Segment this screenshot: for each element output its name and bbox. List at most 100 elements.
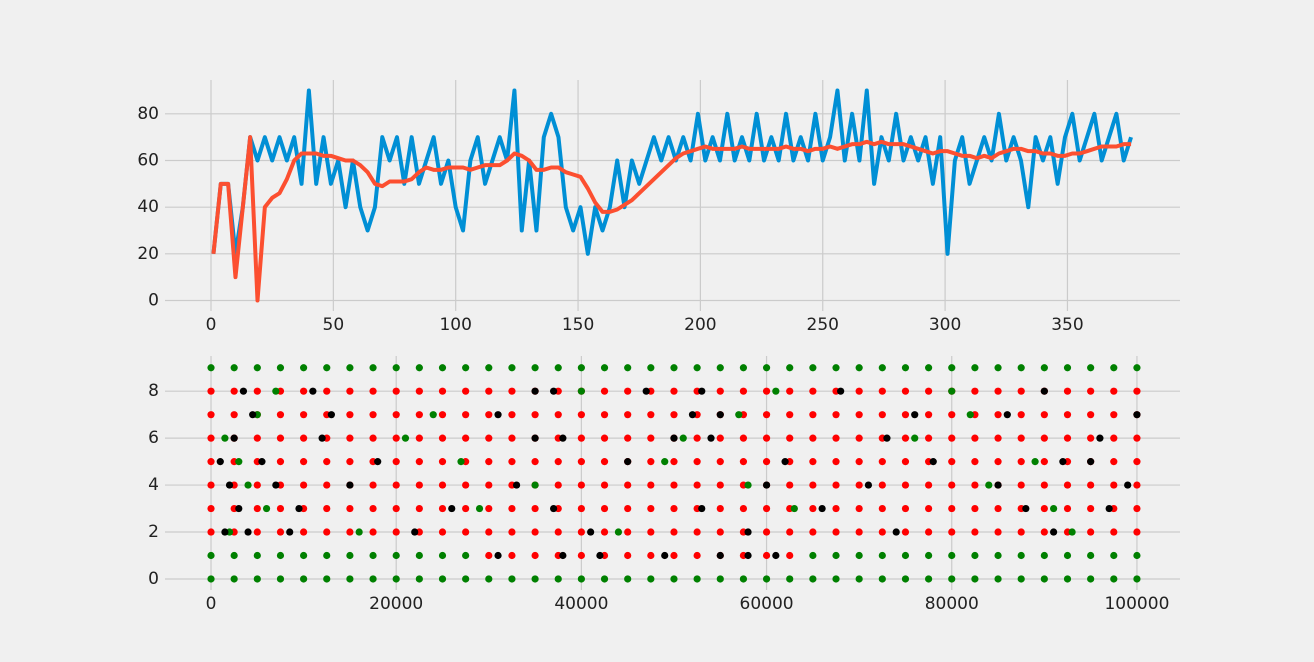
- point: [693, 575, 701, 583]
- point: [878, 411, 886, 419]
- point: [624, 387, 632, 395]
- point: [554, 481, 562, 489]
- point: [253, 364, 261, 372]
- point: [531, 528, 539, 536]
- point: [832, 551, 840, 560]
- point: [855, 387, 863, 395]
- point: [1040, 551, 1048, 560]
- point: [300, 411, 308, 419]
- point: [276, 551, 285, 560]
- point: [1017, 458, 1025, 466]
- point: [1040, 481, 1048, 489]
- point: [1063, 504, 1072, 513]
- point: [323, 458, 331, 466]
- point: [925, 504, 933, 513]
- point: [462, 551, 470, 560]
- point: [832, 411, 840, 419]
- point: [272, 481, 280, 489]
- point: [1017, 575, 1025, 583]
- point: [911, 411, 919, 419]
- point: [878, 458, 886, 466]
- point: [457, 458, 465, 466]
- point: [323, 387, 331, 395]
- point: [392, 504, 400, 513]
- line: [211, 135, 1132, 303]
- point: [971, 504, 979, 513]
- y-tick-label: 4: [148, 475, 159, 495]
- point: [925, 551, 933, 560]
- point: [670, 434, 678, 442]
- point: [369, 434, 377, 442]
- point: [600, 387, 609, 395]
- point: [485, 364, 493, 372]
- x-tick-label: 60000: [740, 594, 794, 614]
- point: [772, 387, 780, 395]
- point: [253, 528, 261, 536]
- point: [300, 387, 308, 395]
- point: [1087, 458, 1095, 466]
- point: [744, 528, 752, 536]
- point: [948, 481, 956, 489]
- point: [661, 458, 669, 466]
- point: [600, 411, 609, 419]
- point: [369, 504, 377, 513]
- point: [693, 481, 701, 489]
- point: [300, 481, 308, 489]
- point: [1040, 575, 1048, 583]
- point: [577, 364, 585, 372]
- point: [1087, 411, 1095, 419]
- point: [323, 575, 331, 583]
- point: [994, 387, 1002, 395]
- point: [462, 434, 470, 442]
- point: [948, 575, 956, 583]
- point: [1087, 364, 1095, 372]
- point: [531, 551, 539, 560]
- point: [878, 528, 886, 536]
- x-tick-label: 300: [929, 315, 961, 335]
- point: [207, 387, 215, 395]
- point: [786, 528, 794, 536]
- point: [346, 458, 354, 466]
- point: [892, 528, 900, 536]
- point: [1110, 575, 1118, 583]
- point: [739, 575, 748, 583]
- point: [832, 504, 840, 513]
- point: [207, 411, 215, 419]
- point: [415, 504, 423, 513]
- point: [1040, 434, 1048, 442]
- point: [994, 551, 1002, 560]
- point: [239, 387, 248, 395]
- point: [323, 364, 331, 372]
- point: [1063, 575, 1072, 583]
- point: [647, 528, 655, 536]
- point: [786, 411, 794, 419]
- point: [855, 575, 863, 583]
- point: [1063, 481, 1072, 489]
- point: [624, 575, 632, 583]
- point: [508, 434, 516, 442]
- point: [554, 575, 562, 583]
- point: [369, 551, 377, 560]
- point: [295, 504, 303, 513]
- point: [1063, 434, 1072, 442]
- point: [323, 481, 331, 489]
- point: [438, 575, 447, 583]
- point: [221, 434, 229, 442]
- point: [462, 504, 470, 513]
- point: [1110, 551, 1118, 560]
- point: [1087, 575, 1095, 583]
- point: [901, 481, 910, 489]
- point: [207, 434, 215, 442]
- point: [1040, 411, 1048, 419]
- point: [415, 551, 423, 560]
- point: [1110, 434, 1118, 442]
- point: [647, 364, 655, 372]
- point: [577, 504, 585, 513]
- point: [809, 528, 817, 536]
- point: [716, 434, 724, 442]
- point: [346, 387, 354, 395]
- y-tick-label: 20: [137, 244, 159, 264]
- point: [207, 528, 215, 536]
- point: [415, 575, 423, 583]
- point: [1133, 411, 1141, 419]
